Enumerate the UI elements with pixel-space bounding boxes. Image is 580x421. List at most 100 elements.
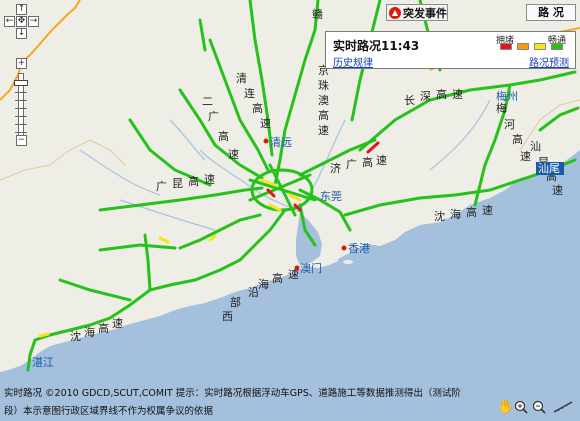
western-coast-expressway-label-char: 速	[288, 268, 299, 281]
shenhai-expressway-east-label-char: 速	[482, 204, 493, 217]
western-coast-expressway-label-char: 海	[258, 277, 269, 291]
western-coast-expressway-label-char: 西	[222, 310, 233, 323]
meizhou-label[interactable]: 梅州	[496, 89, 518, 103]
jiguang-expressway-label-char: 济	[330, 161, 341, 175]
gan-expressway-label-char: 赣	[312, 7, 323, 21]
traffic-info-panel: 实时路况11:43 历史规律 路况预测 拥堵 畅通	[325, 31, 576, 69]
legend-swatch-yellow	[534, 43, 546, 50]
realtime-traffic-title: 实时路况11:43	[333, 39, 420, 53]
pearl-river-estuary	[296, 212, 322, 266]
jiguang-expressway-label-char: 高	[362, 155, 373, 169]
guangkun-expressway-label-char: 广	[156, 180, 167, 193]
slow-traffic-segments	[38, 178, 302, 338]
shenhai-expressway-west-label-char: 速	[112, 317, 123, 330]
lantau-island	[326, 257, 338, 263]
hong-kong-label[interactable]: 香港	[348, 242, 370, 255]
county-border	[0, 99, 580, 181]
guangkun-expressway-label-char: 昆	[172, 177, 183, 190]
zhanjiang-label[interactable]: 湛江	[32, 356, 54, 369]
pan-left-button[interactable]: ←	[4, 16, 15, 27]
jiguang-expressway-label-char: 速	[376, 154, 387, 167]
beijing-zhuhai-expressway-label-char: 珠	[318, 78, 329, 92]
western-coast-expressway-label-char: 部	[230, 295, 241, 309]
pan-down-button[interactable]: ↓	[16, 28, 27, 39]
legend-swatch-green	[551, 43, 563, 50]
shenhai-expressway-west-label-char: 沈	[70, 329, 81, 343]
shanwei-label-bg	[536, 162, 564, 175]
traffic-forecast-link[interactable]: 路况预测	[529, 58, 569, 69]
pan-up-button[interactable]: ↑	[16, 4, 27, 15]
zoom-out-button[interactable]: −	[16, 135, 27, 146]
shantou-expressway-label-char: 汕	[530, 140, 541, 153]
shenhai-expressway-west-label-char: 高	[98, 321, 109, 335]
city-markers	[263, 138, 347, 271]
measure-tool-icon[interactable]	[552, 400, 574, 414]
zoom-slider-thumb[interactable]	[14, 80, 28, 86]
zoom-in-tool-icon[interactable]	[514, 400, 528, 414]
meiyong-expressway-label-char: 河	[504, 118, 515, 131]
zoom-in-button[interactable]: +	[16, 58, 27, 69]
hk-island	[343, 260, 353, 264]
legend-congested-label: 拥堵	[496, 36, 515, 46]
shenhai-expressway-east-label-char: 海	[450, 207, 461, 221]
incident-button[interactable]: ▲ 突发事件	[386, 4, 448, 21]
footer-line-1: 实时路况 ©2010 GDCD,SCUT,COMIT 提示：实时路况根据浮动车G…	[4, 388, 461, 399]
history-pattern-link[interactable]: 历史规律	[333, 58, 373, 69]
qingyuan-marker[interactable]	[263, 138, 269, 144]
guangzhou-qingyuan-expressway-label-char: 速	[260, 117, 271, 130]
pan-center-button[interactable]: ✥	[16, 16, 27, 27]
changshen-expressway-label-char: 速	[452, 88, 463, 101]
guangkun-expressway-label-char: 高	[188, 174, 199, 188]
zoom-out-tool-icon[interactable]	[532, 400, 546, 414]
shenhai-expressway-west-label-char: 海	[84, 325, 95, 339]
shenhai-expressway-east-label-char: 沈	[434, 209, 445, 223]
meiyong-expressway-label-char: 速	[520, 150, 531, 163]
guangkun-expressway-label-char: 速	[204, 173, 215, 186]
changshen-expressway-label-char: 长	[404, 94, 415, 107]
second-guangzhou-expressway-label-char: 高	[218, 129, 229, 143]
shantou-expressway-label-char: 高	[546, 169, 557, 183]
hong-kong-marker[interactable]	[341, 245, 347, 251]
qingyuan-label[interactable]: 清远	[270, 136, 292, 149]
macau-label[interactable]: 澳门	[300, 261, 322, 275]
beijing-zhuhai-expressway-label-char: 速	[318, 124, 329, 137]
beijing-zhuhai-expressway-label-char: 高	[318, 108, 329, 122]
second-guangzhou-expressway-label-char: 二	[202, 95, 213, 108]
province-border	[0, 0, 81, 101]
beijing-zhuhai-expressway-label-char: 京	[318, 63, 329, 77]
meiyong-expressway-label-char: 高	[512, 132, 523, 146]
shantou-expressway-label-char: 速	[552, 184, 563, 197]
guangzhou-qingyuan-expressway-label-char: 连	[244, 87, 255, 100]
dongguan-label[interactable]: 东莞	[320, 190, 342, 203]
road-status-button[interactable]: 路 况	[526, 4, 576, 21]
western-coast-expressway-label-char: 沿	[248, 286, 259, 299]
pan-hand-icon[interactable]: ✋	[497, 399, 515, 415]
pan-right-button[interactable]: →	[28, 16, 39, 27]
incident-car-icon: ▲	[389, 6, 401, 19]
guangzhou-qingyuan-expressway-label-char: 清	[236, 72, 247, 85]
legend-swatch-red	[500, 43, 512, 50]
incident-button-label: 突发事件	[403, 6, 447, 20]
legend-swatch-orange	[517, 43, 529, 50]
changshen-expressway-label-char: 深	[420, 90, 431, 103]
shenhai-expressway-east-label-char: 高	[466, 205, 477, 219]
zoom-slider-track[interactable]	[14, 73, 28, 139]
western-coast-expressway-label-char: 高	[272, 271, 283, 285]
macau-marker[interactable]	[294, 265, 300, 271]
map-footer-notice: 实时路况 ©2010 GDCD,SCUT,COMIT 提示：实时路况根据浮动车G…	[4, 385, 476, 421]
second-guangzhou-expressway-label-char: 广	[208, 110, 219, 123]
meiyong-expressway-label-char: 梅	[496, 101, 507, 115]
expressway-network	[26, 0, 580, 372]
second-guangzhou-expressway-label-char: 速	[228, 148, 239, 161]
changshen-expressway-label-char: 高	[436, 87, 447, 101]
guangzhou-qingyuan-expressway-label-char: 高	[252, 101, 263, 115]
sea-area	[0, 150, 580, 421]
footer-line-2: 段）本示意图行政区域界线不作为权属争议的依据	[4, 406, 214, 417]
legend-smooth-label: 畅通	[548, 36, 567, 46]
shanwei-label[interactable]: 汕尾	[538, 162, 560, 175]
congested-segments	[266, 141, 380, 212]
beijing-zhuhai-expressway-label-char: 澳	[318, 94, 329, 107]
